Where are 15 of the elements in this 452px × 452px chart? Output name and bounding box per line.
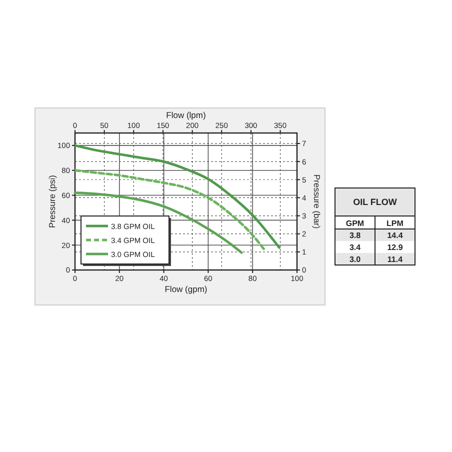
text: 3.0 (349, 255, 361, 264)
line-series (74, 169, 265, 250)
text: 11.4 (387, 255, 403, 264)
y-axis-title: Pressure (psi) (47, 174, 57, 228)
text: 3.4 (349, 243, 361, 252)
x-axis-title: Flow (gpm) (164, 284, 208, 294)
text: 12.9 (387, 243, 403, 252)
y2-axis-title: Pressure (bar) (312, 174, 322, 229)
category-label: LPM (386, 219, 404, 228)
text: 14.4 (387, 231, 403, 240)
line-series (74, 144, 280, 249)
text: OIL FLOW (353, 197, 398, 207)
category-label: GPM (346, 219, 364, 228)
x2-axis-title: Flow (lpm) (166, 110, 206, 120)
text: 3.8 (349, 231, 361, 240)
